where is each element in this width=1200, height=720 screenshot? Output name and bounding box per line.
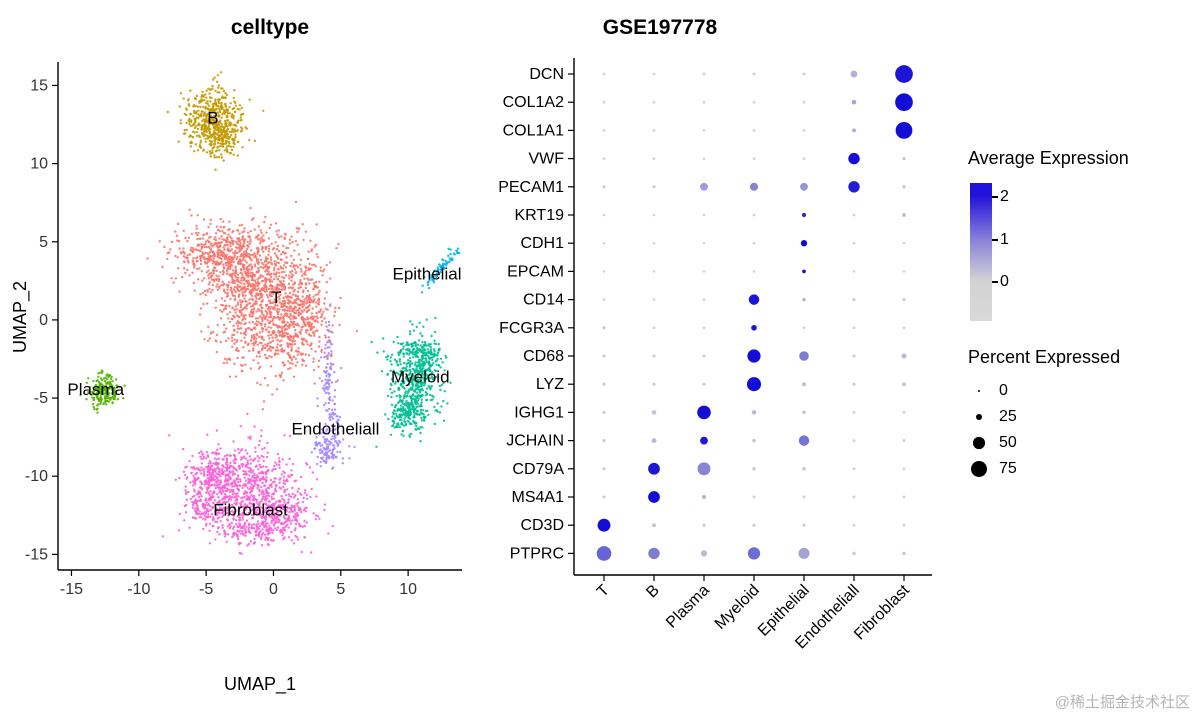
size-legend-label: 0 [999,382,1008,399]
dotplot-row-IGHG1 [602,405,906,420]
svg-text:0: 0 [269,581,278,598]
gradient-tick-mark [992,196,998,198]
svg-text:10: 10 [399,581,417,598]
percent-expressed-items: 0 25 50 75 [968,378,1198,482]
dotplot: DCNCOL1A2COL1A1VWFPECAM1KRT19CDH1EPCAMCD… [498,58,932,652]
gradient-tick-label: 0 [1000,273,1009,290]
watermark: @稀土掘金技术社区 [1054,694,1190,711]
dotplot-row-LYZ [602,377,906,392]
percent-expressed-item: 25 [968,404,1198,430]
size-legend-label: 25 [999,408,1017,425]
svg-text:-5: -5 [34,390,48,407]
umap-plot: -15 -10 -5 0 5 10 -15 -10 -5 0 5 10 15 TBPlasmaMyeloi… [25,62,462,598]
dotplot-row-CD68 [602,349,907,363]
dotplot-axes [573,58,932,576]
dotplot-gene-labels: DCNCOL1A2COL1A1VWFPECAM1KRT19CDH1EPCAMCD… [498,66,574,562]
dotplot-row-EPCAM [602,269,906,274]
dotplot-row-PTPRC [596,546,906,561]
gradient-tick-mark [992,281,998,283]
dotplot-row-COL1A2 [602,93,913,112]
dotplot-row-FCGR3A [602,324,906,331]
svg-text:10: 10 [30,156,48,173]
umap-axes [57,62,462,571]
dotplot-row-KRT19 [602,212,906,218]
dotplot-points [596,65,913,561]
svg-text:5: 5 [336,581,345,598]
cluster-T [146,200,358,416]
size-legend-dot [977,389,981,393]
expression-gradient-wrap: 2 1 0 [968,183,1198,329]
svg-text:0: 0 [39,312,48,329]
size-legend-label: 75 [999,460,1017,477]
gradient-tick-mark [992,239,998,241]
cluster-Epithelial [420,247,461,294]
umap-title: celltype [230,16,310,39]
umap-cluster-labels: TBPlasmaMyeloidEpithelialEndotheliallFib… [67,108,461,519]
dotplot-celltype-labels: T B PlasmaMyeloidEpithelialEndotheliallFib… [594,575,913,652]
size-legend-dot [971,461,987,477]
percent-expressed-title: Percent Expressed [968,347,1121,367]
umap-tick-labels: -15 -10 -5 0 5 10 -15 -10 -5 0 5 10 15 [25,77,417,598]
dotplot-row-COL1A1 [602,122,913,139]
cluster-Plasma [79,369,126,414]
dotplot-title: GSE197778 [602,16,718,39]
svg-text:5: 5 [39,234,48,251]
dotplot-row-CD3D [597,518,906,532]
svg-text:-5: -5 [199,581,213,598]
umap-xlabel: UMAP_1 [223,674,297,694]
svg-text:-15: -15 [25,546,48,563]
dotplot-row-MS4A1 [602,491,906,503]
avg-expression-title: Average Expression [968,148,1129,168]
percent-expressed-item: 75 [968,456,1198,482]
dotplot-row-DCN [602,65,913,83]
size-legend-dot [973,437,985,449]
size-legend-label: 50 [999,434,1017,451]
size-legend-dot [975,413,983,421]
percent-expressed-item: 0 [968,378,1198,404]
cluster-Fibroblast [161,425,334,555]
svg-text:-15: -15 [60,581,83,598]
svg-text:-10: -10 [127,581,150,598]
dotplot-row-JCHAIN [602,435,906,446]
percent-expressed-item: 50 [968,430,1198,456]
gradient-tick-label: 2 [1000,188,1009,205]
svg-text:-10: -10 [25,468,48,485]
svg-text:15: 15 [30,77,48,94]
dotplot-row-CD14 [602,294,906,305]
dotplot-row-PECAM1 [602,181,906,193]
dotplot-row-CDH1 [602,240,906,247]
cluster-B [166,71,265,171]
umap-ylabel: UMAP_2 [10,280,30,354]
dotplot-row-VWF [602,152,906,165]
expression-gradient [970,183,992,321]
gradient-tick-label: 1 [1000,231,1009,248]
dotplot-row-CD79A [602,462,906,476]
cluster-Myeloid [370,316,452,448]
cluster-Endotheliall [310,303,356,470]
legend: Average Expression 2 1 0 Percent Express… [968,148,1198,482]
